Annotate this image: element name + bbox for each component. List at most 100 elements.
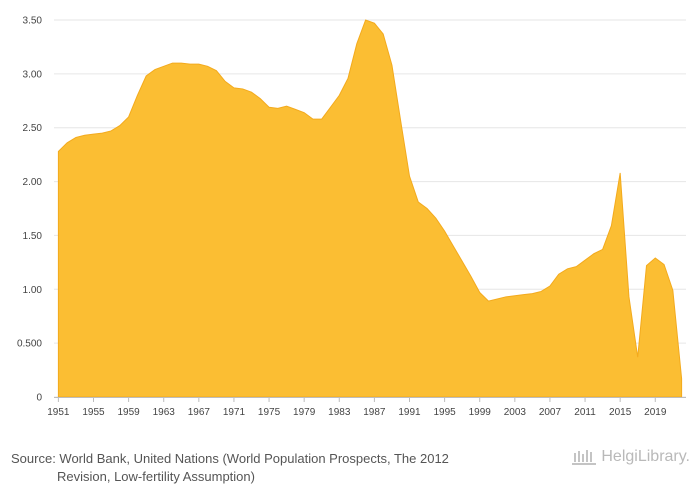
x-axis: 1951 1955 1959 1963 1967 1971 1975 1979 1983 1987… <box>47 397 686 418</box>
y-tick-label: 3.50 <box>23 16 43 27</box>
data-point <box>469 274 473 278</box>
x-tick-label: 2015 <box>609 407 632 418</box>
data-point <box>206 64 210 68</box>
data-point <box>285 104 289 108</box>
data-point <box>100 131 104 135</box>
x-tick-label: 1991 <box>398 407 421 418</box>
data-point <box>92 132 96 136</box>
data-point <box>250 90 254 94</box>
data-point <box>495 297 499 301</box>
source-line-1: Source: World Bank, United Nations (Worl… <box>11 451 449 466</box>
data-point <box>645 264 649 268</box>
data-point <box>636 355 640 359</box>
data-point <box>118 124 122 128</box>
data-point <box>592 252 596 256</box>
y-tick-label: 3.00 <box>23 69 43 80</box>
data-point <box>416 200 420 204</box>
data-point <box>478 291 482 295</box>
data-point <box>381 32 385 36</box>
x-tick-label: 2007 <box>539 407 562 418</box>
data-point <box>583 258 587 262</box>
data-point <box>530 292 534 296</box>
data-point <box>56 149 60 153</box>
data-point <box>425 207 429 211</box>
data-point <box>574 265 578 269</box>
data-point <box>522 293 526 297</box>
source-note: Source: World Bank, United Nations (Worl… <box>11 450 531 486</box>
data-point <box>109 129 113 133</box>
data-point <box>601 247 605 251</box>
data-point <box>504 295 508 299</box>
data-point <box>65 141 69 145</box>
data-point <box>408 174 412 178</box>
data-point <box>557 272 561 276</box>
data-point <box>329 105 333 109</box>
source-line-2: Revision, Low-fertility Assumption) <box>57 469 255 484</box>
x-tick-label: 1959 <box>117 407 140 418</box>
data-point <box>153 68 157 72</box>
data-point <box>144 74 148 78</box>
x-tick-label: 1951 <box>47 407 70 418</box>
data-point <box>539 289 543 293</box>
data-point <box>460 259 464 263</box>
data-point <box>337 93 341 97</box>
data-point <box>241 87 245 91</box>
data-point <box>487 299 491 303</box>
data-point <box>302 111 306 115</box>
data-point <box>372 21 376 25</box>
data-point <box>671 288 675 292</box>
data-point <box>399 119 403 123</box>
y-tick-label: 1.50 <box>23 231 43 242</box>
brand-name: HelgiLibrary. <box>601 448 690 465</box>
data-point <box>627 295 631 299</box>
x-tick-label: 1971 <box>223 407 246 418</box>
data-point <box>320 117 324 121</box>
y-axis: 0 0.500 1.00 1.50 2.00 2.50 3.00 3.50 <box>17 16 42 404</box>
data-point <box>609 224 613 228</box>
data-point <box>188 62 192 66</box>
data-point <box>311 117 315 121</box>
data-point <box>434 216 438 220</box>
data-point <box>162 64 166 68</box>
data-point <box>443 229 447 233</box>
y-tick-label: 1.00 <box>23 285 43 296</box>
data-point <box>618 171 622 175</box>
data-point <box>135 93 139 97</box>
x-tick-label: 2019 <box>644 407 667 418</box>
series-area-path <box>57 19 683 398</box>
area-chart: 1951 1955 1959 1963 1967 1971 1975 1979 1983 1987… <box>17 16 686 418</box>
data-point <box>662 263 666 267</box>
series-area <box>56 19 683 398</box>
data-point <box>179 61 183 65</box>
data-point <box>223 79 227 83</box>
x-tick-label: 1955 <box>82 407 105 418</box>
data-point <box>276 106 280 110</box>
x-tick-label: 1983 <box>328 407 351 418</box>
x-tick-label: 1999 <box>469 407 492 418</box>
library-icon <box>572 450 597 465</box>
x-tick-label: 1979 <box>293 407 316 418</box>
data-point <box>258 97 262 101</box>
data-point <box>74 135 78 139</box>
helgi-library-logo: HelgiLibrary. <box>571 448 690 466</box>
x-tick-label: 1963 <box>153 407 176 418</box>
x-tick-label: 1995 <box>433 407 456 418</box>
y-tick-label: 2.00 <box>23 177 43 188</box>
y-tick-label: 2.50 <box>23 123 43 134</box>
data-point <box>566 267 570 271</box>
data-point <box>83 133 87 137</box>
data-point <box>214 69 218 73</box>
data-point <box>232 86 236 90</box>
y-tick-label: 0 <box>36 393 42 404</box>
data-point <box>267 105 271 109</box>
x-tick-label: 2011 <box>574 407 596 418</box>
data-point <box>127 115 131 119</box>
data-point <box>513 294 517 298</box>
data-point <box>653 256 657 260</box>
data-point <box>346 76 350 80</box>
data-point <box>197 62 201 66</box>
data-point <box>293 107 297 111</box>
data-point <box>451 244 455 248</box>
data-point <box>548 284 552 288</box>
data-point <box>171 61 175 65</box>
